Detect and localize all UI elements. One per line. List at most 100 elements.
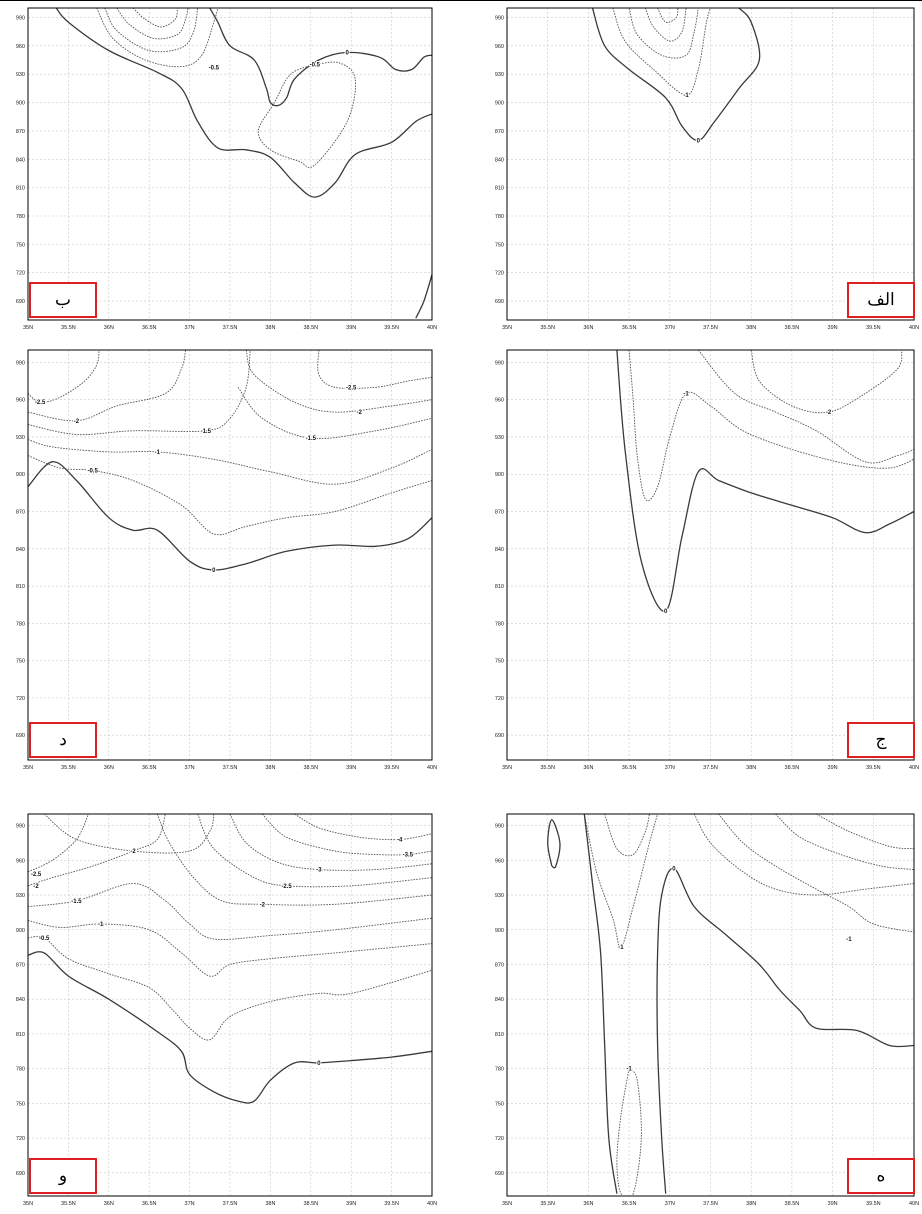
y-tick-label: 780 bbox=[16, 621, 25, 627]
contour-label: -1 bbox=[626, 1067, 632, 1073]
contour-line bbox=[245, 350, 432, 413]
contour-label: -4 bbox=[397, 837, 403, 843]
contour-panel: 35N 35.5N 36N 36.5N 37N 37.5N 38N 38.5N 39N 39.5N… bbox=[479, 348, 922, 778]
x-tick-label: 36.5N bbox=[622, 1201, 637, 1207]
x-tick-label: 37N bbox=[185, 765, 195, 771]
y-tick-label: 810 bbox=[495, 186, 504, 192]
contour-line bbox=[28, 350, 100, 403]
x-tick-label: 37N bbox=[185, 1201, 195, 1207]
x-tick-label: 38N bbox=[746, 1201, 756, 1207]
contour-line bbox=[718, 814, 914, 933]
x-tick-label: 36N bbox=[583, 1201, 593, 1207]
y-tick-label: 900 bbox=[495, 101, 504, 107]
y-tick-label: 720 bbox=[495, 696, 504, 702]
contour-label: -2 bbox=[33, 884, 39, 890]
x-tick-label: 40N bbox=[427, 1201, 437, 1207]
contour-chart: 35N 35.5N 36N 36.5N 37N 37.5N 38N 38.5N 39N 39.5N… bbox=[16, 7, 437, 331]
x-tick-label: 39.5N bbox=[384, 765, 399, 771]
x-tick-label: 39N bbox=[346, 1201, 356, 1207]
x-tick-label: 39.5N bbox=[866, 765, 881, 771]
contour-line bbox=[612, 8, 711, 96]
y-tick-label: 840 bbox=[495, 547, 504, 553]
plot-frame bbox=[27, 813, 433, 1197]
y-tick-label: 840 bbox=[16, 997, 25, 1003]
x-tick-label: 36.5N bbox=[142, 1201, 157, 1207]
y-tick-label: 960 bbox=[495, 44, 504, 50]
contour-label: 0 bbox=[345, 50, 349, 56]
y-tick-label: 930 bbox=[16, 893, 25, 899]
contour-label: -2.5 bbox=[35, 400, 46, 406]
x-tick-label: 39.5N bbox=[866, 325, 881, 331]
contour-lines bbox=[616, 350, 914, 612]
y-tick-label: 990 bbox=[495, 15, 504, 21]
contour-line bbox=[697, 350, 914, 464]
contour-line bbox=[28, 461, 432, 571]
y-tick-label: 840 bbox=[16, 157, 25, 163]
y-tick-label: 720 bbox=[16, 271, 25, 277]
contour-chart: 35N 35.5N 36N 36.5N 37N 37.5N 38N 38.5N 39N 39.5N… bbox=[495, 7, 919, 331]
y-tick-label: 810 bbox=[16, 1032, 25, 1038]
x-tick-label: 38.5N bbox=[303, 1201, 318, 1207]
x-tick-label: 35.5N bbox=[540, 1201, 555, 1207]
contour-label: -3.5 bbox=[403, 853, 414, 859]
y-tick-label: 690 bbox=[16, 733, 25, 739]
y-tick-label: 720 bbox=[16, 696, 25, 702]
y-tick-label: 930 bbox=[495, 435, 504, 441]
x-tick-label: 40N bbox=[427, 325, 437, 331]
x-tick-label: 40N bbox=[427, 765, 437, 771]
x-tick-label: 39N bbox=[828, 765, 838, 771]
x-tick-label: 35N bbox=[23, 1201, 33, 1207]
plot-frame bbox=[506, 7, 915, 321]
y-tick-label: 870 bbox=[16, 510, 25, 516]
gridlines bbox=[506, 8, 915, 320]
x-tick-label: 36.5N bbox=[622, 765, 637, 771]
y-tick-label: 810 bbox=[16, 186, 25, 192]
contour-label: -2.5 bbox=[281, 884, 292, 890]
y-tick-label: 720 bbox=[16, 1136, 25, 1142]
x-tick-label: 37.5N bbox=[223, 765, 238, 771]
y-tick-label: 930 bbox=[16, 72, 25, 78]
x-tick-label: 37.5N bbox=[223, 1201, 238, 1207]
x-tick-label: 37N bbox=[665, 325, 675, 331]
contour-label: 0 bbox=[672, 866, 676, 872]
x-tick-label: 38.5N bbox=[785, 765, 800, 771]
top-rule bbox=[0, 0, 922, 1]
contour-line bbox=[583, 814, 618, 1194]
contour-label: -0.5 bbox=[310, 63, 321, 69]
contour-line bbox=[28, 814, 166, 887]
y-tick-label: 690 bbox=[495, 299, 504, 305]
contour-line bbox=[816, 814, 914, 850]
panel-label: الف bbox=[847, 282, 915, 318]
x-tick-label: 37.5N bbox=[703, 765, 718, 771]
y-tick-label: 810 bbox=[495, 584, 504, 590]
x-tick-label: 37.5N bbox=[223, 325, 238, 331]
y-tick-label: 840 bbox=[16, 547, 25, 553]
contour-label: -1 bbox=[846, 937, 852, 943]
contour-line bbox=[547, 819, 561, 869]
y-tick-label: 870 bbox=[495, 129, 504, 135]
x-tick-label: 36.5N bbox=[142, 765, 157, 771]
x-tick-label: 39.5N bbox=[384, 325, 399, 331]
y-tick-label: 750 bbox=[16, 242, 25, 248]
y-tick-label: 810 bbox=[16, 584, 25, 590]
contour-line bbox=[28, 814, 90, 873]
y-tick-label: 900 bbox=[16, 472, 25, 478]
panel-label: ه bbox=[847, 1158, 915, 1194]
contour-label: -1 bbox=[618, 945, 624, 951]
x-tick-label: 37.5N bbox=[703, 1201, 718, 1207]
contour-line bbox=[28, 439, 432, 485]
y-tick-label: 870 bbox=[16, 962, 25, 968]
y-tick-label: 960 bbox=[495, 398, 504, 404]
x-tick-label: 38N bbox=[746, 325, 756, 331]
panel-label: ج bbox=[847, 722, 915, 758]
x-tick-label: 38N bbox=[265, 765, 275, 771]
y-tick-label: 870 bbox=[495, 510, 504, 516]
x-tick-label: 38.5N bbox=[785, 325, 800, 331]
x-tick-label: 35.5N bbox=[61, 765, 76, 771]
contour-panel: 35N 35.5N 36N 36.5N 37N 37.5N 38N 38.5N 39N 39.5N… bbox=[479, 6, 922, 346]
contour-line bbox=[750, 350, 903, 414]
x-tick-label: 35N bbox=[502, 1201, 512, 1207]
y-tick-label: 780 bbox=[495, 214, 504, 220]
contour-line bbox=[28, 951, 432, 1104]
x-tick-label: 38N bbox=[265, 1201, 275, 1207]
